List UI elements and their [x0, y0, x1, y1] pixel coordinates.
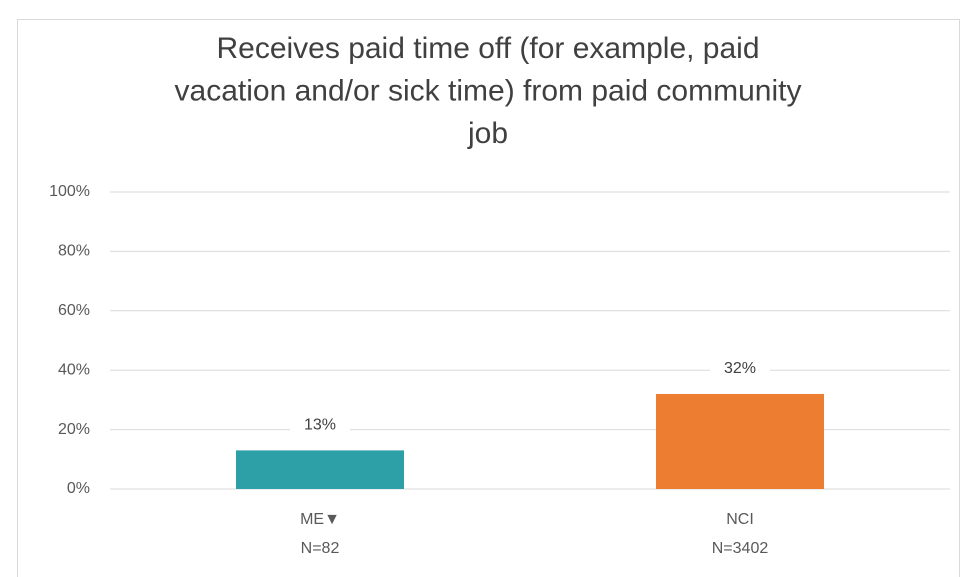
- data-label-background: [290, 412, 350, 439]
- x-tick-label: NCI: [726, 511, 754, 528]
- y-tick-label: 40%: [58, 361, 90, 378]
- y-tick-label: 0%: [67, 480, 90, 497]
- chart-title: Receives paid time off (for example, pai…: [216, 32, 759, 65]
- chart-title: job: [467, 117, 508, 150]
- y-tick-label: 60%: [58, 302, 90, 319]
- data-label: 32%: [724, 360, 756, 377]
- y-tick-label: 80%: [58, 243, 90, 260]
- chart-title: vacation and/or sick time) from paid com…: [175, 74, 802, 107]
- data-label-background: [710, 355, 770, 382]
- y-tick-label: 20%: [58, 421, 90, 438]
- bar: [236, 450, 404, 489]
- bar: [656, 393, 824, 489]
- data-label: 13%: [304, 417, 336, 434]
- y-tick-label: 100%: [49, 183, 90, 200]
- x-tick-label: ME▼: [300, 511, 340, 528]
- x-tick-count: N=82: [301, 540, 340, 557]
- x-tick-count: N=3402: [712, 540, 769, 557]
